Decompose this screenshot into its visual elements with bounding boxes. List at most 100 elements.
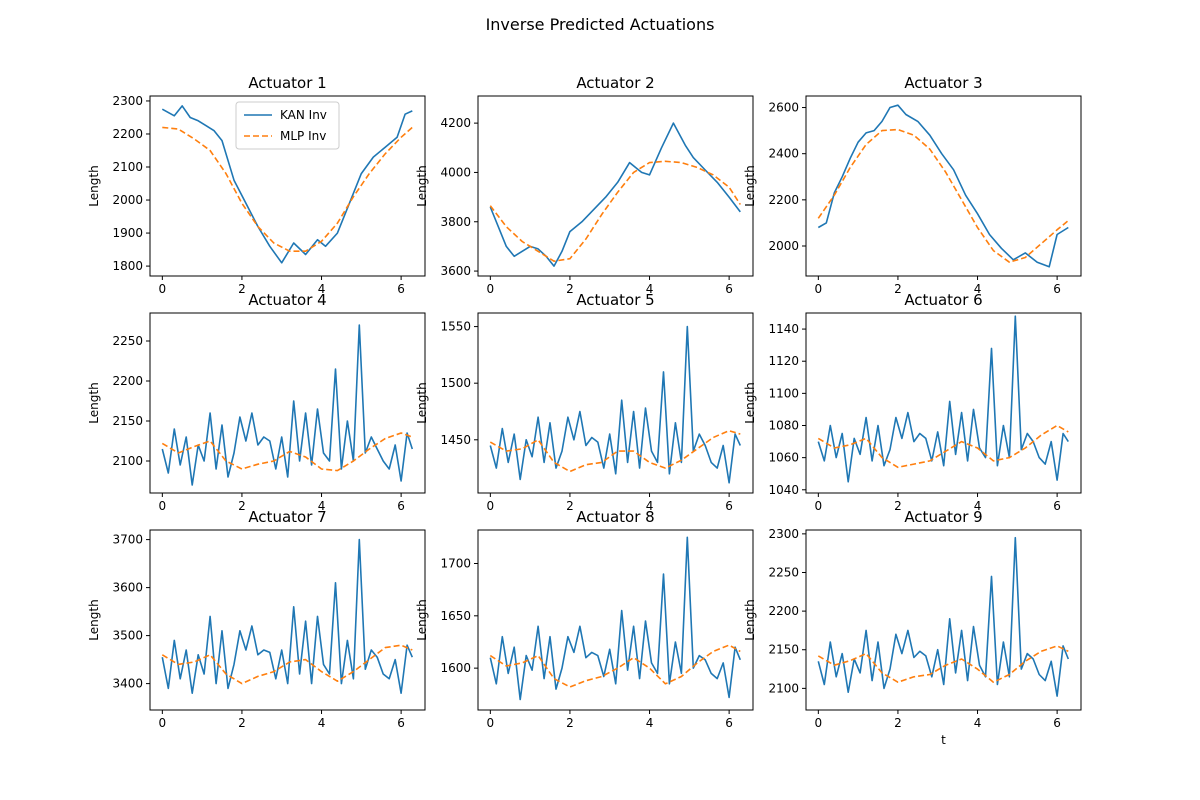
subplot-title: Actuator 8 [576, 508, 654, 526]
y-tick-label: 1060 [768, 451, 799, 465]
plot-area [478, 313, 753, 493]
axes-frame [805, 95, 1082, 277]
y-tick-label: 2100 [112, 160, 143, 174]
series-line-kan-inv [161, 324, 414, 486]
axes-frame [477, 529, 754, 711]
x-tick-label: 6 [397, 716, 405, 730]
subplot-title: Actuator 2 [576, 74, 654, 92]
x-tick-label: 0 [815, 716, 823, 730]
y-tick-label: 4200 [440, 116, 471, 130]
series-line-kan-inv [161, 538, 414, 695]
y-tick-label: 2400 [768, 147, 799, 161]
x-tick-label: 4 [974, 282, 982, 296]
x-tick-label: 4 [646, 716, 654, 730]
series-line-mlp-inv [489, 429, 741, 473]
x-tick-label: 0 [487, 716, 495, 730]
y-tick-label: 3800 [440, 215, 471, 229]
x-tick-label: 2 [566, 716, 574, 730]
series-line-kan-inv [489, 536, 742, 701]
axes-frame [805, 312, 1082, 494]
series-line-kan-inv [489, 122, 741, 267]
y-axis-label: Length [743, 599, 757, 640]
y-axis-label: Length [743, 382, 757, 423]
subplot-title: Actuator 6 [904, 291, 982, 309]
y-tick-label: 2100 [112, 454, 143, 468]
x-tick-label: 6 [397, 499, 405, 513]
axes-frame [149, 312, 426, 494]
y-axis-label: Length [415, 599, 429, 640]
y-tick-label: 2250 [768, 565, 799, 579]
x-tick-label: 4 [974, 716, 982, 730]
axes-frame [477, 312, 754, 494]
axes-frame [477, 95, 754, 277]
y-tick-label: 3700 [112, 533, 143, 547]
y-tick-label: 2100 [768, 681, 799, 695]
series-line-mlp-inv [489, 160, 741, 263]
x-tick-label: 4 [318, 282, 326, 296]
subplot-actuator-2: 0 2 4 6 3600 3800 4000 4200 Actuator 2 Length [415, 74, 754, 296]
subplot-actuator-9: 0 2 4 6 2100 2150 2200 2250 2300 Actuator 9 Length… [743, 508, 1082, 747]
y-tick-label: 1800 [112, 259, 143, 273]
series-line-kan-inv [489, 325, 742, 484]
series-line-mlp-inv [161, 644, 413, 685]
subplot-actuator-3: 0 2 4 6 2000 2200 2400 2600 Actuator 3 Length [743, 74, 1082, 296]
subplot-actuator-5: 0 2 4 6 1450 1500 1550 Actuator 5 Length [415, 291, 754, 513]
y-tick-label: 3400 [112, 677, 143, 691]
subplot-title: Actuator 1 [248, 74, 326, 92]
legend-label: MLP Inv [280, 129, 326, 143]
subplot-actuator-1: 0 2 4 6 1800 1900 2000 2100 2200 2300 Actuator 1 Le… [87, 74, 426, 296]
x-tick-label: 2 [238, 499, 246, 513]
series-line-mlp-inv [489, 644, 741, 688]
plot-area [150, 313, 425, 493]
y-tick-label: 2200 [768, 604, 799, 618]
y-tick-label: 2150 [112, 414, 143, 428]
x-tick-label: 4 [646, 282, 654, 296]
y-tick-label: 3600 [440, 264, 471, 278]
axes-frame [805, 529, 1082, 711]
x-tick-label: 6 [725, 716, 733, 730]
y-tick-label: 2200 [112, 374, 143, 388]
x-tick-label: 0 [815, 282, 823, 296]
x-tick-label: 0 [487, 499, 495, 513]
x-tick-label: 2 [566, 499, 574, 513]
x-axis-label: t [941, 733, 946, 747]
x-tick-label: 0 [815, 499, 823, 513]
y-tick-label: 2300 [112, 94, 143, 108]
y-axis-label: Length [87, 599, 101, 640]
y-tick-label: 2000 [112, 193, 143, 207]
y-tick-label: 2250 [112, 334, 143, 348]
y-tick-label: 2600 [768, 101, 799, 115]
y-tick-label: 1450 [440, 433, 471, 447]
y-tick-label: 1080 [768, 419, 799, 433]
legend-label: KAN Inv [280, 108, 327, 122]
y-axis-label: Length [743, 165, 757, 206]
y-axis-label: Length [415, 165, 429, 206]
y-tick-label: 1600 [440, 661, 471, 675]
x-tick-label: 2 [566, 282, 574, 296]
x-tick-label: 0 [487, 282, 495, 296]
x-tick-label: 4 [646, 499, 654, 513]
x-tick-label: 6 [1053, 499, 1061, 513]
legend: KAN Inv MLP Inv [235, 101, 340, 150]
y-tick-label: 1550 [440, 320, 471, 334]
subplot-actuator-6: 0 2 4 6 1040 1060 1080 1100 1120 1140 Actuator 6 Le… [743, 291, 1082, 513]
y-tick-label: 1140 [768, 322, 799, 336]
y-tick-label: 1900 [112, 226, 143, 240]
subplot-title: Actuator 9 [904, 508, 982, 526]
series-line-mlp-inv [817, 645, 1069, 684]
y-tick-label: 2200 [768, 193, 799, 207]
x-tick-label: 6 [725, 499, 733, 513]
y-tick-label: 2300 [768, 527, 799, 541]
axes-frame [149, 529, 426, 711]
x-tick-label: 0 [159, 499, 167, 513]
series-line-mlp-inv [162, 126, 413, 252]
y-tick-label: 2000 [768, 239, 799, 253]
subplot-title: Actuator 3 [904, 74, 982, 92]
series-line-kan-inv [161, 105, 413, 264]
y-tick-label: 1040 [768, 483, 799, 497]
x-tick-label: 4 [974, 499, 982, 513]
y-tick-label: 1120 [768, 354, 799, 368]
series-line-mlp-inv [817, 424, 1069, 469]
y-tick-label: 1100 [768, 386, 799, 400]
